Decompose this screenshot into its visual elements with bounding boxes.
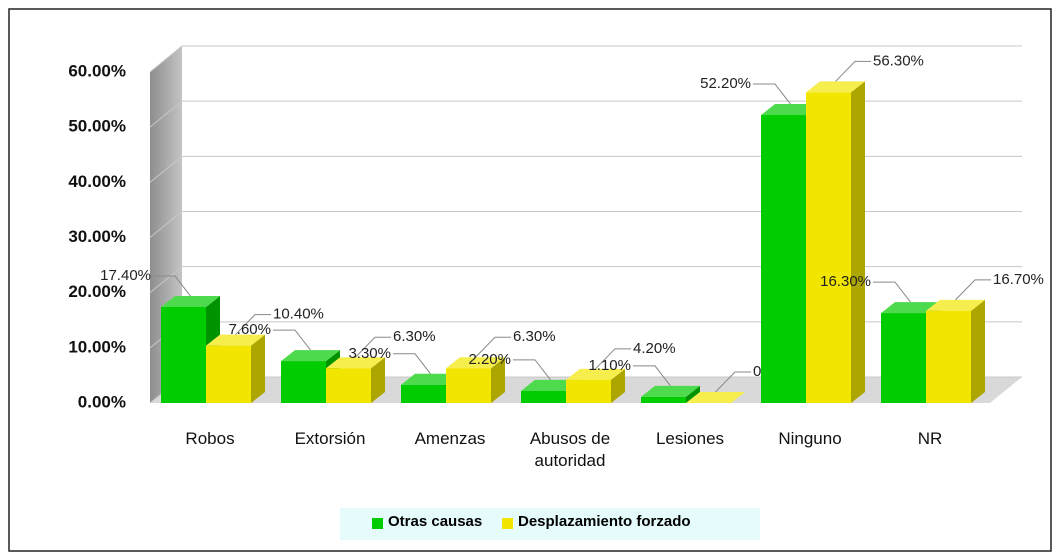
bar-top (686, 392, 745, 403)
bar-top (566, 368, 625, 380)
bar (926, 310, 971, 403)
bar-top (761, 104, 820, 116)
bar-side (611, 368, 625, 403)
y-tick-label: 10.00% (68, 337, 126, 356)
bar-side (971, 299, 985, 403)
y-tick-label: 0.00% (78, 392, 126, 411)
bar (566, 379, 611, 403)
leader-line (955, 279, 991, 301)
bar-top (806, 81, 865, 93)
value-label: 6.30% (393, 328, 436, 345)
bar (401, 384, 446, 403)
bar (641, 396, 686, 403)
value-label: 10.40% (273, 306, 324, 323)
leader-line (873, 281, 911, 303)
value-label: 16.70% (993, 271, 1044, 288)
leader-line (355, 336, 391, 358)
bar (206, 345, 251, 403)
grid-line (149, 211, 1022, 238)
legend-label: Otras causas (388, 513, 483, 530)
y-tick-label: 50.00% (68, 117, 126, 136)
bar-top (161, 296, 220, 308)
value-label: 17.40% (100, 267, 151, 284)
bar (161, 307, 206, 403)
bar (281, 361, 326, 403)
leader-line (753, 83, 791, 105)
legend-box (340, 508, 760, 540)
frame (8, 8, 1052, 552)
y-tick-label: 60.00% (68, 61, 126, 80)
bar-top (926, 299, 985, 311)
y-tick-label: 20.00% (68, 282, 126, 301)
bar-top (281, 350, 340, 362)
bar-side (371, 357, 385, 403)
bar-top (401, 373, 460, 385)
leader-line (835, 60, 871, 82)
bar (806, 92, 851, 403)
x-tick-label: NR (917, 429, 943, 448)
x-tick-label: Lesiones (655, 429, 725, 448)
value-label: 2.20% (468, 351, 511, 368)
y-tick-label: 30.00% (68, 227, 126, 246)
leader-line (235, 314, 271, 335)
x-tick-label: Ninguno (778, 429, 842, 448)
bar (521, 390, 566, 403)
legend-swatch (502, 518, 513, 529)
bar-top (446, 357, 505, 369)
x-tick-label: Robos (185, 429, 235, 448)
bar (446, 368, 491, 403)
bar (326, 368, 371, 403)
leader-line (393, 353, 431, 375)
leader-line (475, 336, 511, 358)
bar-side (251, 334, 265, 403)
leader-line (273, 329, 311, 351)
x-tick-label: Extorsión (294, 429, 366, 448)
bar-side (686, 385, 700, 403)
leader-line (715, 371, 751, 393)
leader-line (513, 359, 551, 381)
grid-line (149, 266, 1022, 294)
leader-line (633, 365, 671, 387)
bar-side (491, 357, 505, 403)
leader-line (595, 348, 631, 370)
bar-top (881, 302, 940, 314)
value-label: 6.30% (513, 328, 556, 345)
grid-line (149, 155, 1022, 183)
grid-line (149, 100, 1022, 128)
value-label: 1.10% (588, 357, 631, 374)
value-label: 52.20% (700, 75, 751, 92)
legend-label: Desplazamiento forzado (518, 513, 691, 530)
leader-line (153, 275, 191, 297)
grid-line (149, 45, 1022, 73)
x-tick-label: Abusos de autoridad (529, 429, 611, 470)
y-tick-label: 40.00% (68, 172, 126, 191)
bar-top (521, 379, 580, 391)
value-label: 56.30% (873, 52, 924, 69)
value-label: 16.30% (820, 273, 871, 290)
value-label: 7.60% (228, 321, 271, 338)
x-tick-label: Amenzas (414, 429, 486, 448)
legend-swatch (372, 518, 383, 529)
value-label: 4.20% (633, 340, 676, 357)
bar-side (851, 81, 865, 403)
value-label: 3.30% (348, 345, 391, 362)
bar-top (326, 357, 385, 369)
bar-top (641, 385, 700, 397)
bar (761, 115, 806, 403)
bar (881, 313, 926, 403)
bar-top (206, 334, 265, 346)
